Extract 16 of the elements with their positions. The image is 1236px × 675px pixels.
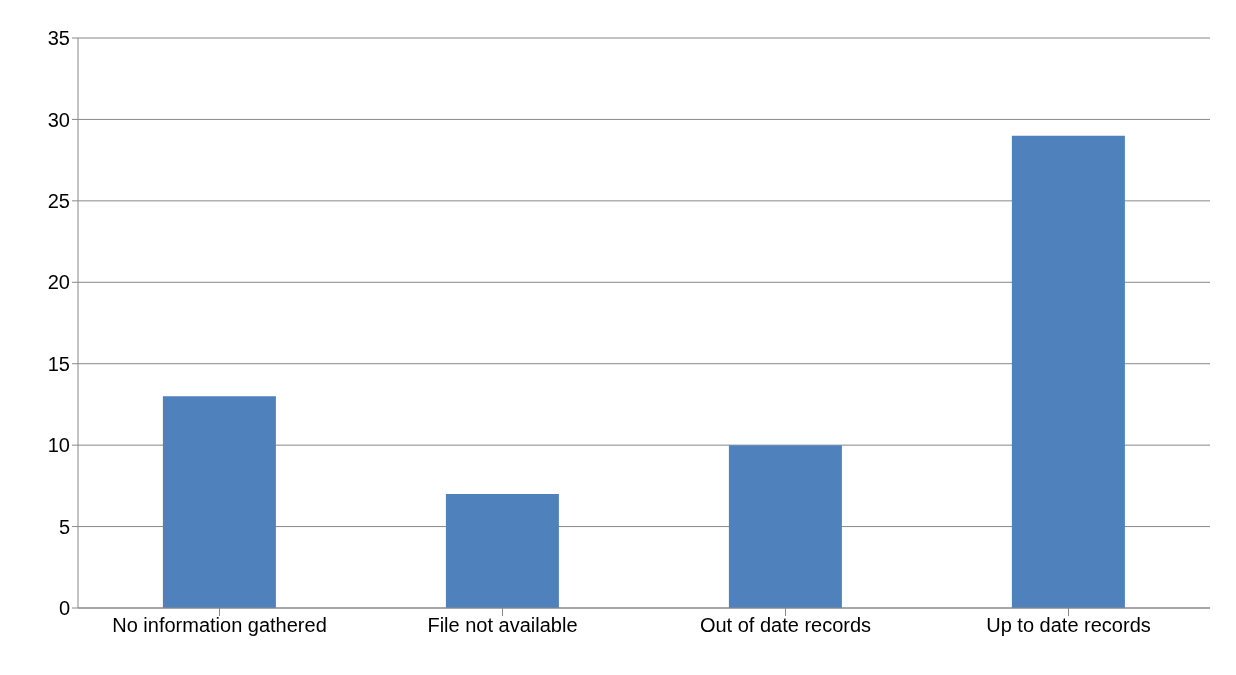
y-tick-label: 35	[47, 27, 70, 50]
bar	[728, 445, 842, 608]
y-tick-label: 10	[47, 434, 70, 457]
bar	[445, 494, 559, 608]
y-tick-label: 30	[47, 108, 70, 131]
y-tick-label: 0	[58, 597, 70, 620]
x-tick-label: Up to date records	[986, 614, 1151, 637]
x-tick-label: File not available	[427, 614, 578, 637]
y-tick-label: 5	[58, 515, 70, 538]
y-tick-label: 25	[47, 189, 70, 212]
y-tick-label: 20	[47, 271, 70, 294]
y-tick-label: 15	[47, 352, 70, 375]
x-tick-label: Out of date records	[699, 614, 872, 637]
bar	[1011, 135, 1125, 608]
bar	[162, 396, 276, 608]
x-tick-label: No information gathered	[112, 614, 327, 637]
